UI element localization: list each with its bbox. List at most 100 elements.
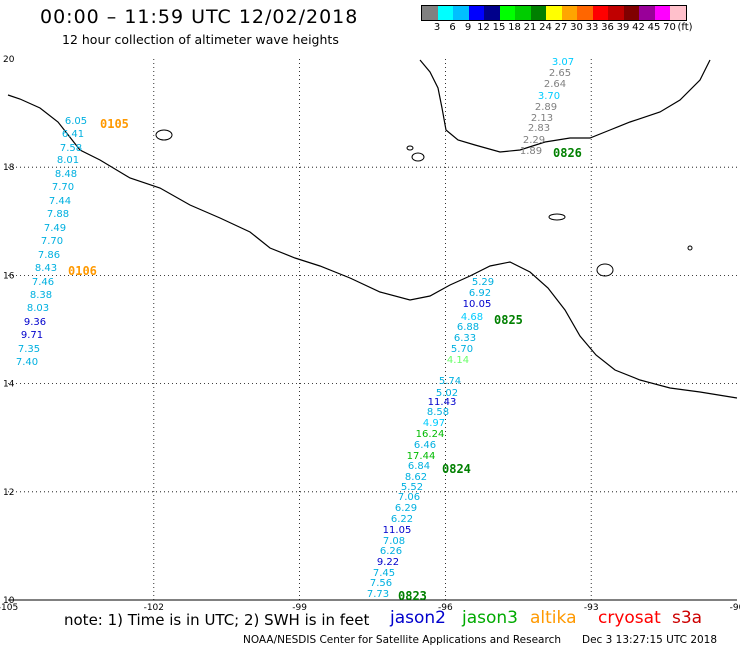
lake-outline — [548, 213, 566, 221]
color-scale-label: 39 — [616, 22, 630, 33]
wave-height-reading: 5.70 — [451, 344, 473, 355]
wave-height-reading: 8.03 — [27, 303, 49, 314]
wave-height-reading: 2.29 — [523, 135, 545, 146]
wave-height-reading: 6.33 — [454, 333, 476, 344]
lat-tick-label: 18 — [3, 163, 15, 173]
lon-tick-label: -102 — [144, 603, 164, 613]
wave-height-reading: 7.70 — [52, 182, 74, 193]
color-swatch — [530, 6, 546, 20]
color-swatch — [422, 6, 438, 20]
color-swatch — [453, 6, 469, 20]
color-swatch — [515, 6, 531, 20]
wave-height-reading: 7.73 — [367, 589, 389, 600]
footnote: note: 1) Time is in UTC; 2) SWH is in fe… — [64, 611, 370, 629]
wave-height-reading: 8.58 — [427, 407, 449, 418]
credit-text: NOAA/NESDIS Center for Satellite Applica… — [243, 634, 561, 646]
lon-tick-label: -99 — [292, 603, 307, 613]
wave-height-reading: 2.65 — [549, 68, 571, 79]
map-grid — [8, 59, 737, 601]
wave-height-reading: 3.70 — [538, 91, 560, 102]
color-scale-label: 33 — [585, 22, 599, 33]
wave-height-reading: 9.71 — [21, 330, 43, 341]
color-swatch — [654, 6, 670, 20]
wave-height-reading: 4.97 — [423, 418, 445, 429]
wave-height-reading: 4.14 — [447, 355, 469, 366]
color-swatch — [468, 6, 484, 20]
lake-outline — [596, 263, 614, 277]
gulf-coast — [419, 59, 711, 153]
legend-item-jason3: jason3 — [462, 608, 518, 628]
wave-height-reading: 6.41 — [62, 129, 84, 140]
page-title: 00:00 – 11:59 UTC 12/02/2018 — [40, 6, 359, 28]
color-swatch — [561, 6, 577, 20]
color-scale-label: 15 — [492, 22, 506, 33]
wave-height-readings: 6.05 6.41 7.588.01 8.48 7.70 7.44 7.88 7.49 7.70… — [16, 57, 574, 600]
wave-height-reading: 2.83 — [528, 123, 550, 134]
wave-height-reading: 6.26 — [380, 546, 402, 557]
wave-height-reading: 6.88 — [457, 322, 479, 333]
wave-height-reading: 16.24 — [416, 429, 445, 440]
pass-time-labels: 0105 0106 0826 0825 0824 0823 — [68, 117, 582, 603]
lake-outline — [155, 129, 173, 141]
color-scale-label: 3 — [433, 22, 441, 33]
color-scale-label: 12 — [477, 22, 490, 33]
wave-height-reading: 10.05 — [463, 299, 492, 310]
wave-height-reading: 6.46 — [414, 440, 436, 451]
wave-height-reading: 3.07 — [552, 57, 574, 68]
wave-height-reading: 6.92 — [469, 288, 491, 299]
wave-height-reading: 17.44 — [407, 451, 436, 462]
color-swatch — [670, 6, 686, 20]
lake-outline — [687, 245, 693, 251]
color-scale-label: 21 — [523, 22, 537, 33]
color-swatch — [437, 6, 453, 20]
wave-height-reading: 6.05 — [65, 116, 87, 127]
wave-height-reading: 8.01 — [57, 155, 79, 166]
legend-item-altika: altika — [530, 608, 577, 628]
wave-height-reading: 7.44 — [49, 196, 71, 207]
legend-item-cryosat: cryosat — [598, 608, 661, 628]
lat-tick-label: 12 — [3, 488, 14, 498]
lat-tick-label: 10 — [3, 596, 15, 606]
wave-height-reading: 8.48 — [55, 169, 77, 180]
color-scale-label: 70 — [663, 22, 676, 33]
wave-height-reading: 7.08 — [383, 536, 405, 547]
wave-height-reading: 11.43 — [428, 397, 457, 408]
lat-tick-label: 20 — [3, 55, 15, 65]
color-scale-label: 6 — [449, 22, 456, 33]
wave-height-reading: 7.49 — [44, 223, 66, 234]
wave-height-reading: 2.89 — [535, 102, 557, 113]
page-subtitle: 12 hour collection of altimeter wave hei… — [62, 32, 339, 47]
wave-height-reading: 5.29 — [472, 277, 494, 288]
lon-tick-label: -105 — [0, 603, 18, 613]
lon-tick-label: -96 — [438, 603, 453, 613]
color-scale-label: (ft) — [677, 22, 693, 33]
color-swatch — [546, 6, 562, 20]
wave-height-reading: 5.52 — [401, 482, 423, 493]
color-swatch — [577, 6, 593, 20]
color-swatch — [623, 6, 639, 20]
color-scale-label: 30 — [570, 22, 583, 33]
wave-height-reading: 6.22 — [391, 514, 413, 525]
color-scale-label: 45 — [647, 22, 661, 33]
color-scale-label: 24 — [539, 22, 552, 33]
wave-height-reading: 9.22 — [377, 557, 399, 568]
wave-height-reading: 7.06 — [398, 492, 420, 503]
color-scale-label: 36 — [601, 22, 614, 33]
wave-height-reading: 7.46 — [32, 277, 54, 288]
wave-height-reading: 7.56 — [370, 578, 392, 589]
wave-height-reading: 4.68 — [461, 312, 483, 323]
legend-item-jason2: jason2 — [390, 608, 446, 628]
wave-height-reading: 7.40 — [16, 357, 38, 368]
color-scale-label: 42 — [632, 22, 645, 33]
color-swatch — [639, 6, 655, 20]
wave-height-reading: 7.70 — [41, 236, 63, 247]
wave-height-reading: 8.62 — [405, 472, 427, 483]
wave-height-reading: 5.74 — [439, 376, 461, 387]
pass-time-label: 0824 — [442, 462, 471, 476]
pass-time-label: 0825 — [494, 313, 523, 327]
color-swatch — [484, 6, 500, 20]
wave-height-reading: 8.38 — [30, 290, 52, 301]
color-swatch — [608, 6, 624, 20]
legend-item-s3a: s3a — [672, 608, 703, 628]
